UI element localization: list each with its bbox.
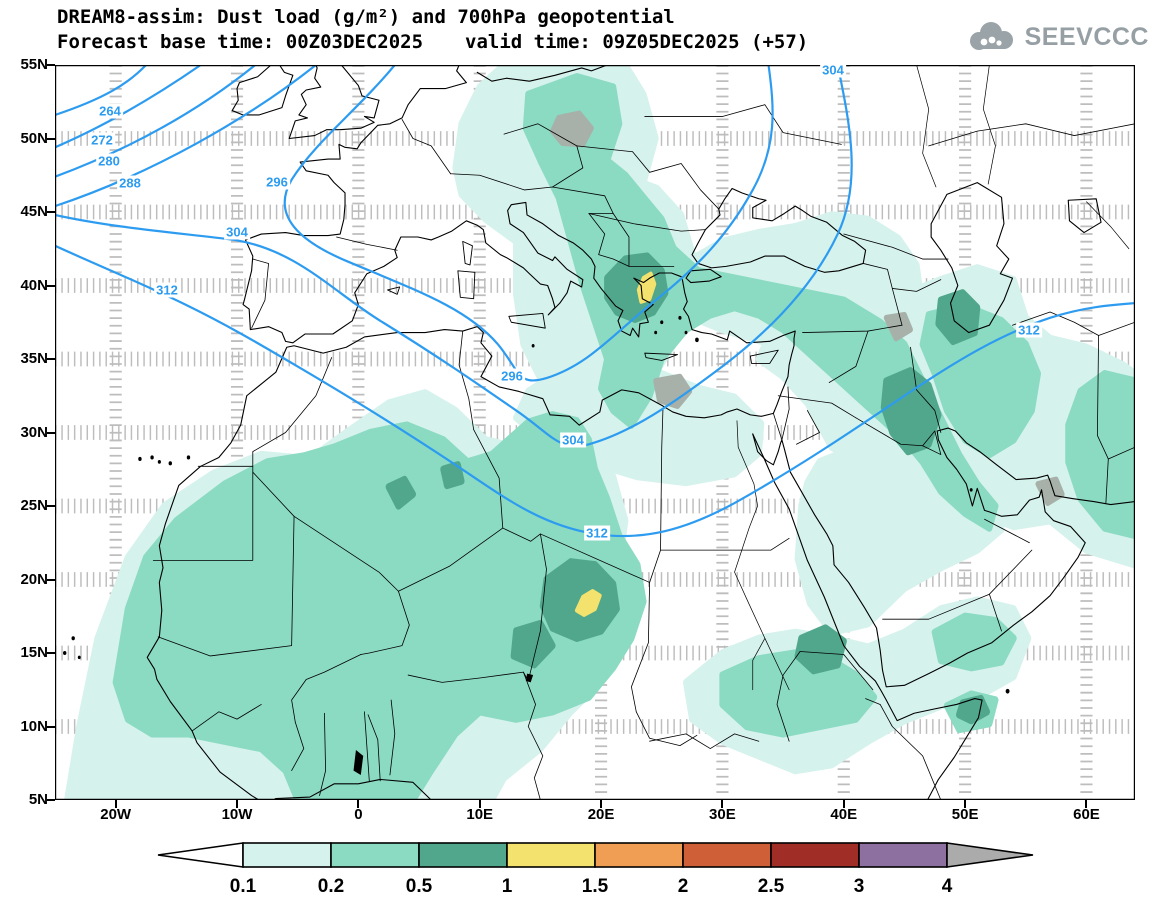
logo-text: SEEVCCC [1024,22,1149,51]
colorbar-tick-label: 4 [942,876,953,897]
colorbar-tick-label: 1 [502,876,513,897]
colorbar-cell [858,842,948,868]
colorbar-cell [242,842,332,868]
colorbar: 0.1 0.2 0.5 1 1.5 2 2.5 3 4 [157,842,1034,897]
chart-subtitle: Forecast base time: 00Z03DEC2025 valid ti… [57,31,808,53]
lat-tick [47,652,55,654]
contour-288 [55,65,316,206]
lat-tick-label: 55N [20,56,48,73]
lat-tick-label: 20N [20,570,48,588]
lon-tick-label: 30E [709,806,736,823]
lon-tick-label: 40E [830,806,858,823]
colorbar-tick-label: 0.2 [318,876,344,897]
lon-tick [478,800,481,808]
lat-tick [47,137,55,140]
lat-tick-label: 30N [20,423,48,441]
country-borders [153,105,1135,800]
colorbar-cell [682,842,772,868]
lat-tick [47,505,55,507]
contour-value-label: 296 [499,368,525,384]
lon-tick-label: 50E [951,806,979,823]
lon-tick-label: 20E [587,806,615,823]
contour-value-label: 312 [1016,322,1042,338]
lat-tick [47,799,55,801]
colorbar-cell [418,842,508,868]
contour-value-label: 304 [560,432,586,448]
lon-tick-label: 10W [221,806,253,823]
islands [63,241,1010,776]
lon-tick-label: 0 [354,806,363,823]
lon-tick [842,800,845,808]
lat-tick [47,64,55,66]
lat-tick-label: 35N [20,350,48,367]
colorbar-tick-label: 3 [854,876,865,897]
cloud-icon [969,22,1013,50]
lat-tick [47,284,55,287]
chart-title: DREAM8-assim: Dust load (g/m²) and 700hP… [57,6,675,28]
dust-layer-gray [550,110,1065,506]
lat-tick-label: 25N [20,497,48,514]
lon-tick [964,800,967,808]
colorbar-left-arrow [157,842,244,868]
lat-tick [47,578,55,581]
contour-value-label: 304 [224,224,250,240]
lat-tick-label: 10N [20,717,48,735]
lon-tick [357,800,360,808]
rivers [735,65,1129,690]
lat-tick [47,211,55,213]
valid-time: valid time: 09Z05DEC2025 (+57) [465,31,809,53]
dust-layer-0.5 [385,252,990,725]
lon-tick [721,800,724,808]
lon-tick-label: 20W [100,806,132,823]
lon-tick [114,800,117,808]
lat-tick-label: 15N [20,644,48,661]
contour-value-label: 296 [264,174,290,190]
contour-value-label: 264 [97,103,123,119]
colorbar-tick-label: 2.5 [758,876,785,897]
lat-tick-label: 45N [20,203,48,220]
dust-layer-1 [574,271,657,617]
lat-tick-label: 5N [28,791,48,808]
colorbar-cell [330,842,420,868]
contour-value-label: 280 [96,153,122,169]
lat-tick-label: 40N [20,276,48,294]
colorbar-right-arrow [946,842,1034,868]
contour-value-label: 272 [89,132,115,148]
contour-value-label: 288 [117,175,143,191]
contour-value-label: 312 [154,282,180,298]
forecast-map [55,65,1135,800]
colorbar-tick-label: 2 [678,876,689,897]
coastlines [147,65,1135,800]
colorbar-tick-label: 0.5 [406,876,433,897]
colorbar-cell [770,842,860,868]
contour-value-label: 312 [584,525,610,541]
colorbar-tick-label: 1.5 [582,876,609,897]
lon-tick-label: 10E [466,806,494,823]
colorbar-cell [506,842,596,868]
contour-280 [55,65,255,177]
lon-tick-label: 60E [1073,806,1100,823]
contour-value-label: 304 [820,62,846,78]
lon-tick [600,800,603,808]
seevccc-logo: SEEVCCC [964,20,1149,54]
forecast-base-time: Forecast base time: 00Z03DEC2025 [57,31,424,53]
colorbar-cell [594,842,684,868]
contour-304 [55,65,852,446]
lon-tick [236,800,239,808]
lat-tick [47,431,55,434]
lat-tick-label: 50N [20,129,48,147]
contour-264 [55,65,146,115]
contour-272 [55,65,201,147]
lon-tick [1085,800,1088,808]
colorbar-tick-label: 0.1 [230,876,257,897]
lat-tick [47,725,55,728]
lat-tick [47,358,55,360]
